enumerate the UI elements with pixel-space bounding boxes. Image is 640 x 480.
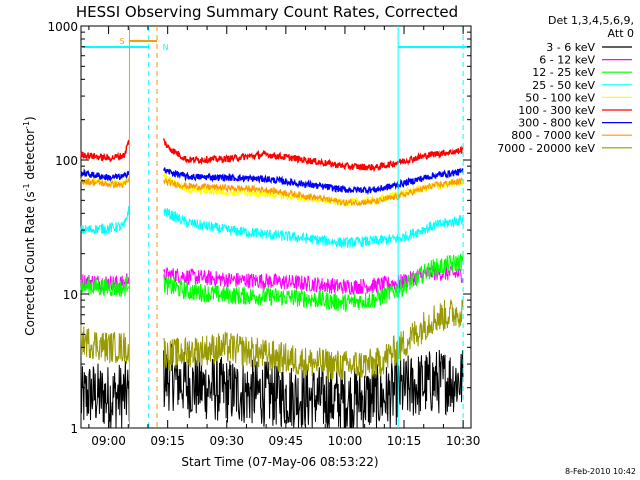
marker-layer: SN bbox=[81, 26, 471, 428]
legend-label-2: 12 - 25 keV bbox=[532, 66, 595, 79]
series-2 bbox=[80, 253, 464, 313]
series-line-0-seg0 bbox=[80, 361, 130, 429]
series-line-6-seg0 bbox=[80, 168, 130, 183]
legend-label-8: 7000 - 20000 keV bbox=[497, 142, 595, 155]
saa-flag-label: S bbox=[119, 37, 124, 46]
x-tick-label-2: 09:30 bbox=[209, 434, 244, 448]
legend-label-4: 50 - 100 keV bbox=[525, 91, 595, 104]
series-3 bbox=[80, 205, 464, 249]
legend-header-1: Det 1,3,4,5,6,9, bbox=[548, 14, 634, 27]
series-6 bbox=[80, 167, 464, 196]
timestamp: 8-Feb-2010 10:42 bbox=[565, 467, 636, 476]
series-line-7-seg0 bbox=[80, 178, 130, 189]
legend-label-6: 300 - 800 keV bbox=[518, 117, 595, 130]
series-0 bbox=[80, 343, 464, 429]
series-line-8-seg0 bbox=[80, 324, 130, 364]
series-layer bbox=[80, 138, 464, 429]
series-7 bbox=[80, 176, 464, 207]
series-line-7-seg1 bbox=[163, 176, 464, 207]
y-tick-label-1: 10 bbox=[63, 288, 78, 302]
series-line-4-seg1 bbox=[163, 172, 464, 207]
y-tick-label-2: 100 bbox=[55, 154, 78, 168]
x-tick-label-1: 09:15 bbox=[150, 434, 185, 448]
y-label-main: Corrected Count Rate (s bbox=[23, 191, 37, 335]
legend-header-2: Att 0 bbox=[608, 27, 634, 40]
series-line-5-seg0 bbox=[80, 139, 130, 163]
legend-label-0: 3 - 6 keV bbox=[546, 41, 595, 54]
legend-label-1: 6 - 12 keV bbox=[539, 54, 595, 67]
x-tick-label-3: 09:45 bbox=[269, 434, 304, 448]
series-line-2-seg0 bbox=[80, 276, 130, 297]
y-label-mid: detector bbox=[23, 129, 37, 184]
series-line-5-seg1 bbox=[163, 138, 464, 173]
y-label-sup2: -1 bbox=[22, 121, 31, 129]
chart-title: HESSI Observing Summary Count Rates, Cor… bbox=[76, 3, 458, 21]
series-line-8-seg1 bbox=[163, 299, 464, 381]
night-flag-label: N bbox=[163, 43, 169, 52]
series-line-0-seg1 bbox=[163, 343, 464, 429]
y-axis-label: Corrected Count Rate (s-1 detector-1) bbox=[22, 116, 37, 335]
x-tick-label-0: 09:00 bbox=[91, 434, 126, 448]
x-tick-label-4: 10:00 bbox=[328, 434, 363, 448]
legend-label-5: 100 - 300 keV bbox=[518, 104, 595, 117]
x-tick-label-6: 10:30 bbox=[446, 434, 481, 448]
series-line-1-seg1 bbox=[163, 264, 464, 296]
y-tick-label-0: 1 bbox=[70, 422, 78, 436]
legend-label-7: 800 - 7000 keV bbox=[511, 129, 595, 142]
y-label-sup1: -1 bbox=[22, 183, 31, 191]
series-line-2-seg1 bbox=[163, 253, 464, 313]
x-axis-label: Start Time (07-May-06 08:53:22) bbox=[181, 455, 378, 469]
x-tick-label-5: 10:15 bbox=[387, 434, 422, 448]
series-line-6-seg1 bbox=[163, 167, 464, 196]
axis-layer: 09:00 09:15 09:30 09:45 10:00 10:15 10:30 1 10 10… bbox=[47, 20, 480, 448]
y-tick-label-3: 1000 bbox=[47, 20, 78, 34]
y-label-end: ) bbox=[23, 116, 37, 121]
series-5 bbox=[80, 138, 464, 173]
series-8 bbox=[80, 299, 464, 381]
series-line-3-seg1 bbox=[163, 208, 464, 249]
legend-label-3: 25 - 50 keV bbox=[532, 79, 595, 92]
series-line-3-seg0 bbox=[80, 205, 130, 236]
